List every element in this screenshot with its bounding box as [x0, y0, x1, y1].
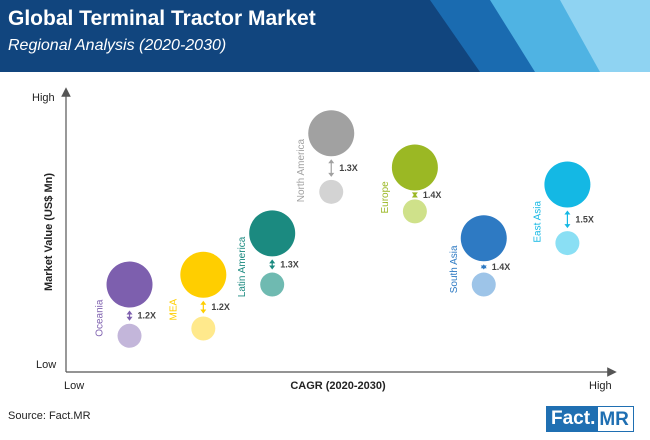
y-tick-high: High: [32, 92, 55, 104]
region-group-mea: 1.2X MEA: [168, 251, 230, 341]
region-label-latin-america: Latin America: [237, 236, 248, 297]
region-label-europe: Europe: [380, 181, 391, 214]
y-axis-title: Market Value (US$ Mn): [43, 173, 55, 291]
x-tick-high: High: [589, 380, 612, 392]
region-label-oceania: Oceania: [95, 299, 106, 337]
bubble-2020-north-america: [319, 179, 344, 204]
chart-marks: 1.2X Oceania 1.2X MEA 1.3X Latin America 1.3X N…: [95, 110, 594, 348]
y-tick-low: Low: [36, 359, 56, 371]
bubble-2030-europe: [391, 144, 438, 191]
bubble-2030-south-asia: [460, 215, 507, 262]
x-axis-title: CAGR (2020-2030): [290, 380, 386, 392]
growth-label-south-asia: 1.4X: [492, 262, 511, 272]
bubble-2030-oceania: [106, 261, 153, 308]
region-label-north-america: North America: [296, 138, 307, 202]
x-tick-low: Low: [64, 380, 84, 392]
region-group-east-asia: 1.5X East Asia: [532, 161, 594, 256]
region-label-mea: MEA: [168, 298, 179, 320]
region-label-south-asia: South Asia: [449, 245, 460, 293]
region-group-europe: 1.4X Europe: [380, 144, 442, 224]
growth-arrow-south-asia: [480, 264, 487, 270]
bubble-2020-oceania: [117, 323, 142, 348]
bubble-2030-latin-america: [249, 210, 296, 257]
region-group-oceania: 1.2X Oceania: [95, 261, 157, 348]
factmr-logo: Fact. MR: [546, 406, 634, 432]
logo-left-text: Fact.: [546, 406, 599, 432]
bubble-2030-east-asia: [544, 161, 591, 208]
banner-main: [0, 0, 480, 72]
bubble-2030-north-america: [308, 110, 355, 157]
region-group-north-america: 1.3X North America: [296, 110, 358, 204]
bubble-2020-latin-america: [260, 272, 285, 297]
growth-label-north-america: 1.3X: [339, 163, 358, 173]
growth-label-east-asia: 1.5X: [575, 214, 594, 224]
growth-label-oceania: 1.2X: [138, 311, 157, 321]
bubble-2020-south-asia: [471, 272, 496, 297]
growth-arrow-north-america: [328, 159, 335, 177]
growth-arrow-east-asia: [564, 210, 571, 229]
logo-right-text: MR: [598, 406, 634, 432]
chart-title: Global Terminal Tractor Market: [8, 7, 316, 30]
growth-label-mea: 1.2X: [211, 302, 230, 312]
growth-label-europe: 1.4X: [423, 190, 442, 200]
growth-arrow-mea: [200, 300, 207, 314]
growth-arrow-oceania: [126, 310, 133, 321]
region-group-latin-america: 1.3X Latin America: [237, 210, 299, 297]
chart-axes: High Low Low High CAGR (2020-2030) Marke…: [32, 87, 617, 392]
growth-arrow-latin-america: [269, 259, 276, 270]
bubble-2020-europe: [402, 199, 427, 224]
source-note: Source: Fact.MR: [8, 410, 91, 422]
growth-label-latin-america: 1.3X: [280, 259, 299, 269]
growth-arrow-europe: [411, 192, 418, 198]
chart-subtitle: Regional Analysis (2020-2030): [8, 37, 227, 54]
bubble-2020-east-asia: [555, 231, 580, 256]
region-group-south-asia: 1.4X South Asia: [449, 215, 511, 297]
region-label-east-asia: East Asia: [532, 201, 543, 243]
bubble-2030-mea: [180, 251, 227, 298]
bubble-2020-mea: [191, 316, 216, 341]
header-banner: [0, 0, 650, 72]
